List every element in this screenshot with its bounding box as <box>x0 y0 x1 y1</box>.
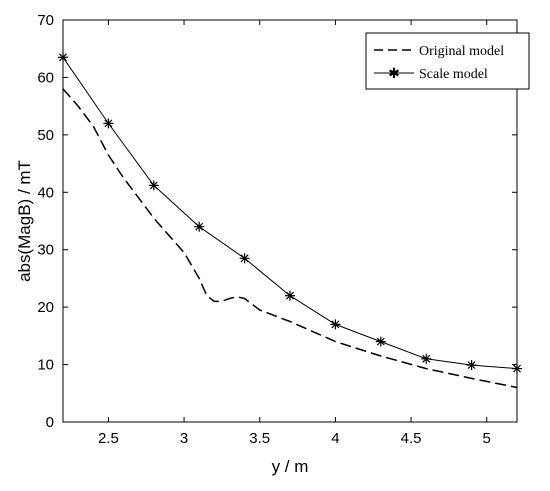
legend-marker-scale-model: ✱ <box>388 66 400 82</box>
y-tick-label: 0 <box>46 414 54 431</box>
x-axis-label: y / m <box>272 457 309 476</box>
data-point-scale-model <box>103 118 114 129</box>
data-point-scale-model <box>421 353 432 364</box>
data-point-scale-model <box>466 360 477 371</box>
x-tick-label: 5 <box>483 430 491 447</box>
y-axis: 0 10 20 30 40 50 60 70 <box>37 12 517 431</box>
data-point-scale-model <box>239 253 250 264</box>
x-tick-label: 4.5 <box>401 430 422 447</box>
data-point-scale-model <box>58 52 68 63</box>
data-point-scale-model <box>375 336 386 347</box>
data-point-scale-model <box>512 363 522 374</box>
series-line-original-model <box>62 88 518 389</box>
axes-box <box>62 19 518 423</box>
x-tick-label: 3.5 <box>249 430 270 447</box>
legend-box <box>365 32 530 90</box>
plot-area <box>62 19 518 423</box>
legend-label-original-model: Original model <box>419 44 504 59</box>
legend-label-scale-model: Scale model <box>419 67 488 82</box>
data-point-scale-model <box>148 180 159 191</box>
x-tick-label: 2.5 <box>98 430 119 447</box>
y-tick-label: 50 <box>37 127 54 144</box>
y-tick-label: 30 <box>37 242 54 259</box>
y-tick-label: 60 <box>37 69 54 86</box>
data-point-scale-model <box>194 221 205 232</box>
legend: Original model ✱ Scale model <box>365 32 530 90</box>
series-layer <box>58 52 522 389</box>
x-axis: 2.5 3 3.5 4 4.5 5 <box>98 20 491 447</box>
y-tick-label: 10 <box>37 357 54 374</box>
x-tick-label: 3 <box>180 430 188 447</box>
y-tick-label: 70 <box>37 12 54 29</box>
y-tick-label: 20 <box>37 299 54 316</box>
data-point-scale-model <box>285 290 295 301</box>
y-axis-label: abs(MagB) / mT <box>15 160 34 282</box>
x-tick-label: 4 <box>331 430 339 447</box>
data-point-scale-model <box>330 319 341 330</box>
y-tick-label: 40 <box>37 184 54 201</box>
